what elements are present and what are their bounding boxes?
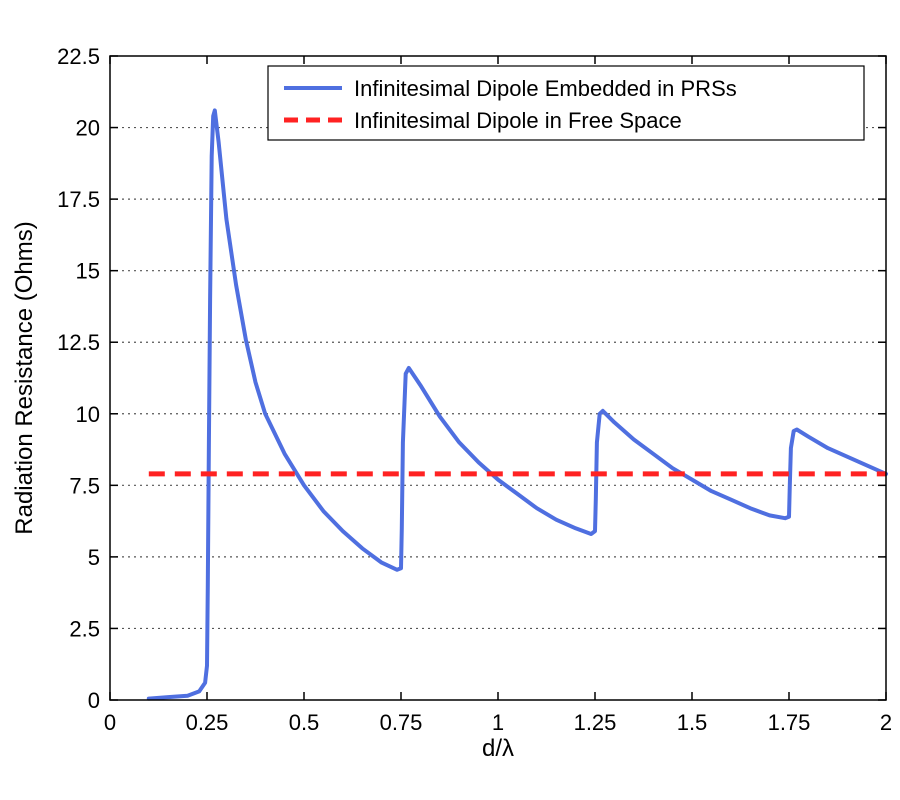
x-tick-label: 0.5 — [289, 710, 320, 735]
axis-ticks: 0 2.5 5 7.5 10 12.5 15 17.5 20 22.5 0 0.25 0.5 0.75 1 1… — [57, 44, 892, 735]
x-tick-label: 0.75 — [380, 710, 423, 735]
legend-box — [267, 65, 865, 141]
y-tick-label: 22.5 — [57, 44, 100, 69]
plot-series — [146, 108, 888, 701]
x-tick-label: 1.75 — [768, 710, 811, 735]
x-tick-label: 0 — [104, 710, 116, 735]
y-tick-label: 20 — [76, 116, 100, 141]
x-axis-title: d/λ — [482, 735, 514, 762]
y-tick-label: 0 — [88, 688, 100, 713]
x-tick-label: 2 — [880, 710, 892, 735]
y-tick-label: 2.5 — [69, 616, 100, 641]
x-tick-label: 1 — [492, 710, 504, 735]
x-tick-label: 1.25 — [574, 710, 617, 735]
legend-label: Infinitesimal Dipole Embedded in PRSs — [354, 76, 737, 101]
plot-frame — [109, 55, 887, 701]
y-tick-label: 15 — [76, 259, 100, 284]
series-line-prs — [146, 108, 888, 701]
y-tick-label: 12.5 — [57, 330, 100, 355]
y-tick-label: 17.5 — [57, 187, 100, 212]
y-tick-label: 5 — [88, 545, 100, 570]
x-tick-label: 0.25 — [186, 710, 229, 735]
legend: Infinitesimal Dipole Embedded in PRSs Inf… — [267, 65, 865, 141]
y-tick-label: 7.5 — [69, 473, 100, 498]
legend-label: Infinitesimal Dipole in Free Space — [354, 108, 682, 133]
y-axis-title: Radiation Resistance (Ohms) — [11, 221, 38, 534]
y-tick-label: 10 — [76, 402, 100, 427]
x-tick-label: 1.5 — [677, 710, 708, 735]
